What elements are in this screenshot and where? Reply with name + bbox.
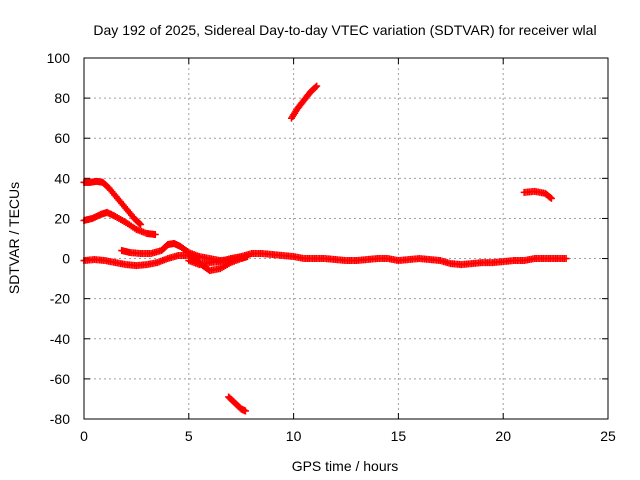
series-track-5 (185, 250, 570, 269)
series-track-8 (225, 393, 249, 415)
data-point (547, 194, 555, 202)
x-tick-label: 5 (185, 428, 193, 444)
x-axis-label: GPS time / hours (292, 458, 399, 474)
y-tick-label: 40 (54, 170, 70, 186)
y-tick-label: 60 (54, 130, 70, 146)
y-tick-label: -40 (50, 331, 70, 347)
data-point (562, 255, 570, 263)
x-tick-label: 20 (495, 428, 511, 444)
series-track-7 (520, 187, 555, 202)
chart-title: Day 192 of 2025, Sidereal Day-to-day VTE… (93, 22, 596, 38)
y-axis-label: SDTVAR / TECUs (6, 182, 22, 294)
x-tick-label: 25 (600, 428, 616, 444)
data-point (136, 219, 144, 227)
data-point (546, 194, 554, 202)
data-point (312, 83, 320, 91)
data-point (241, 407, 249, 415)
series-track-1 (80, 177, 145, 228)
y-tick-label: 20 (54, 210, 70, 226)
y-tick-label: 80 (54, 90, 70, 106)
series-track-2 (80, 208, 159, 238)
y-tick-label: 100 (47, 50, 71, 66)
y-tick-label: -60 (50, 371, 70, 387)
data-point (137, 220, 145, 228)
data-point (151, 230, 159, 238)
data-points (80, 82, 570, 415)
data-point (313, 82, 321, 90)
y-tick-label: 0 (62, 251, 70, 267)
plot-frame (83, 57, 609, 420)
y-tick-label: -20 (50, 291, 70, 307)
x-tick-label: 10 (286, 428, 302, 444)
y-tick-label: -80 (50, 411, 70, 427)
grid-lines (84, 58, 608, 419)
series-track-6 (288, 82, 321, 122)
x-tick-labels: 0 5 10 15 20 25 (80, 428, 616, 444)
x-tick-label: 15 (391, 428, 407, 444)
x-tick-label: 0 (80, 428, 88, 444)
y-tick-labels: -80 -60 -40 -20 0 20 40 60 80 100 (47, 50, 71, 427)
tick-marks (83, 57, 609, 420)
